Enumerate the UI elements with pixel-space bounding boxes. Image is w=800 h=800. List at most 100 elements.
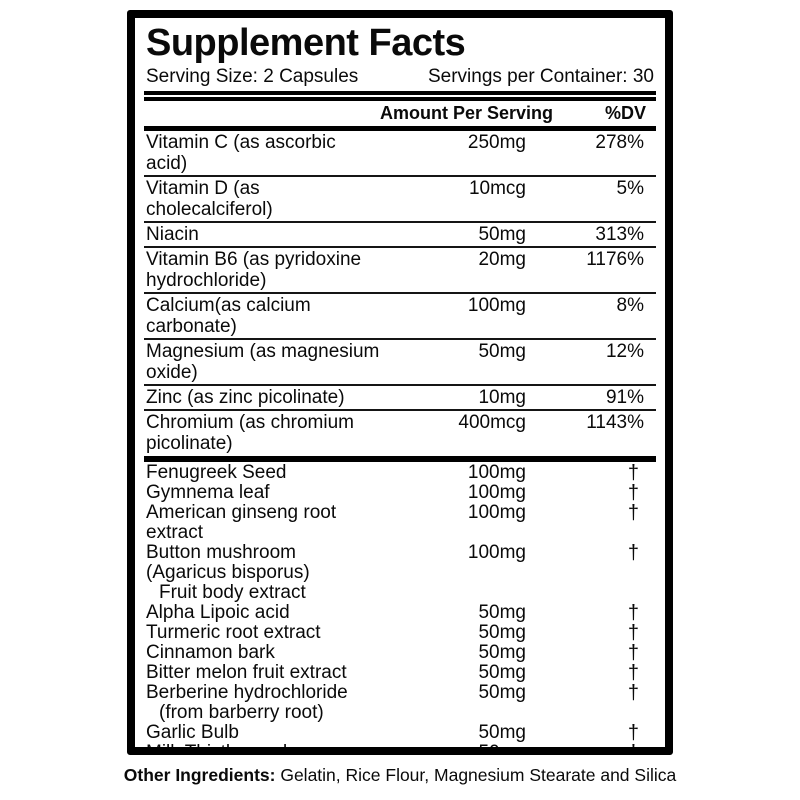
ingredient-name-line1: Berberine hydrochloride (146, 682, 348, 703)
table-row: Garlic Bulb 50mg † (144, 722, 656, 744)
nutrient-amount: 250mg (467, 132, 526, 153)
nutrient-name: Vitamin B6 (as pyridoxine hydrochloride) (146, 249, 362, 291)
ingredient-name: Cinnamon bark (144, 643, 380, 663)
nutrient-name: Chromium (as chromium picolinate) (146, 412, 354, 454)
ingredient-name: Button mushroom (Agaricus bisporus) Frui… (144, 543, 380, 603)
nutrient-name: Niacin (146, 224, 199, 245)
ingredient-amount: 50mg (478, 742, 526, 755)
divider-heavy-top (144, 91, 656, 101)
nutrient-amount: 10mcg (468, 178, 526, 199)
other-ingredients-label: Other Ingredients: (123, 765, 276, 785)
ingredient-name-line1: Button mushroom (Agaricus bisporus) (146, 542, 310, 583)
other-ingredients-line: Other Ingredients: Gelatin, Rice Flour, … (0, 764, 800, 786)
ingredient-name: Fenugreek Seed (144, 463, 380, 483)
ingredient-name-line1: Bitter melon fruit extract (146, 662, 347, 683)
ingredient-name: Alpha Lipoic acid (144, 603, 380, 623)
ingredient-amount: 50mg (478, 642, 526, 663)
panel-title: Supplement Facts (146, 22, 466, 64)
ingredient-amount: 100mg (467, 502, 526, 523)
ingredient-name-line1: Garlic Bulb (146, 722, 239, 743)
table-row: Calcium(as calcium carbonate) 100mg 8% (144, 292, 656, 338)
nutrient-dv: 8% (616, 295, 644, 316)
ingredient-name-line2: Fruit body extract (159, 582, 306, 603)
nutrient-dv: 5% (616, 178, 644, 199)
dagger-symbol: † (627, 662, 639, 684)
nutrient-amount: 400mcg (458, 412, 526, 433)
ingredient-amount: 50mg (478, 662, 526, 683)
table-row: Milk Thistle seed 50mg † (144, 742, 656, 755)
table-row: Vitamin D (as cholecalciferol) 10mcg 5% (144, 175, 656, 221)
nutrient-name: Magnesium (as magnesium oxide) (146, 341, 380, 383)
table-row: Magnesium (as magnesium oxide) 50mg 12% (144, 338, 656, 384)
ingredient-name-line1: Turmeric root extract (146, 622, 321, 643)
dagger-symbol: † (627, 742, 639, 755)
ingredient-amount: 50mg (478, 722, 526, 743)
ingredient-name: Bitter melon fruit extract (144, 663, 380, 683)
table-row: Alpha Lipoic acid 50mg † (144, 602, 656, 624)
ingredient-name: Gymnema leaf (144, 483, 380, 503)
divider-under-header (144, 126, 656, 131)
dagger-symbol: † (627, 722, 639, 744)
nutrient-amount: 10mg (478, 387, 526, 408)
ingredient-name: American ginseng root extract (144, 503, 380, 543)
dagger-symbol: † (627, 682, 639, 704)
ingredient-amount: 50mg (478, 602, 526, 623)
dagger-symbol: † (627, 642, 639, 664)
dagger-symbol: † (627, 542, 639, 564)
table-row: Fenugreek Seed 100mg † (144, 462, 656, 484)
nutrient-name: Calcium(as calcium carbonate) (146, 295, 311, 337)
ingredient-name-line1: Milk Thistle seed (146, 742, 288, 755)
dagger-symbol: † (627, 622, 639, 644)
nutrient-amount: 100mg (467, 295, 526, 316)
nutrient-dv: 1176% (586, 249, 644, 270)
table-row: Gymnema leaf 100mg † (144, 482, 656, 504)
serving-info-row: Serving Size: 2 Capsules Servings per Co… (144, 64, 656, 91)
ingredient-amount: 100mg (467, 542, 526, 563)
nutrient-name: Zinc (as zinc picolinate) (146, 387, 345, 408)
supplement-facts-panel: Supplement Facts Serving Size: 2 Capsule… (127, 10, 673, 755)
nutrient-dv: 12% (605, 341, 644, 362)
nutrient-amount: 50mg (478, 341, 526, 362)
divider-mid (144, 456, 656, 462)
ingredient-name-line1: Alpha Lipoic acid (146, 602, 290, 623)
table-row: Cinnamon bark 50mg † (144, 642, 656, 664)
dagger-symbol: † (627, 502, 639, 524)
table-row: Zinc (as zinc picolinate) 10mg 91% (144, 384, 656, 409)
table-row: Button mushroom (Agaricus bisporus) Frui… (144, 543, 656, 603)
ingredient-amount: 50mg (478, 622, 526, 643)
table-row: Vitamin C (as ascorbic acid) 250mg 278% (144, 131, 656, 175)
ingredient-amount: 100mg (467, 482, 526, 503)
ingredient-name-line1: Gymnema leaf (146, 482, 270, 503)
ingredient-name-line1: American ginseng root extract (146, 502, 337, 543)
ingredient-name: Garlic Bulb (144, 723, 380, 743)
ingredient-name-line1: Cinnamon bark (146, 642, 275, 663)
table-row: Turmeric root extract 50mg † (144, 622, 656, 644)
table-row: Vitamin B6 (as pyridoxine hydrochloride)… (144, 246, 656, 292)
ingredient-amount: 50mg (478, 682, 526, 703)
column-header-dv: %DV (604, 103, 646, 123)
dagger-symbol: † (627, 482, 639, 504)
column-header-row: Amount Per Serving %DV (144, 101, 656, 126)
ingredient-name-line1: Fenugreek Seed (146, 462, 287, 483)
ingredient-name: Turmeric root extract (144, 623, 380, 643)
nutrient-dv: 313% (595, 224, 644, 245)
botanical-rows: Fenugreek Seed 100mg † Gymnema leaf 100m… (144, 462, 656, 755)
nutrient-dv: 91% (605, 387, 644, 408)
dagger-symbol: † (627, 602, 639, 624)
table-row: Berberine hydrochloride (from barberry r… (144, 683, 656, 723)
nutrient-name: Vitamin D (as cholecalciferol) (146, 178, 273, 220)
dagger-symbol: † (627, 462, 639, 484)
table-row: Bitter melon fruit extract 50mg † (144, 662, 656, 684)
table-row: American ginseng root extract 100mg † (144, 503, 656, 543)
serving-size: Serving Size: 2 Capsules (146, 66, 359, 87)
ingredient-amount: 100mg (467, 462, 526, 483)
table-row: Chromium (as chromium picolinate) 400mcg… (144, 409, 656, 455)
ingredient-name: Berberine hydrochloride (from barberry r… (144, 683, 380, 723)
other-ingredients-text: Gelatin, Rice Flour, Magnesium Stearate … (275, 765, 677, 785)
ingredient-name: Milk Thistle seed (144, 742, 380, 755)
column-header-amount: Amount Per Serving (380, 103, 554, 123)
table-row: Niacin 50mg 313% (144, 221, 656, 246)
servings-per-container: Servings per Container: 30 (427, 66, 654, 87)
vitamin-rows: Vitamin C (as ascorbic acid) 250mg 278% … (144, 131, 656, 455)
